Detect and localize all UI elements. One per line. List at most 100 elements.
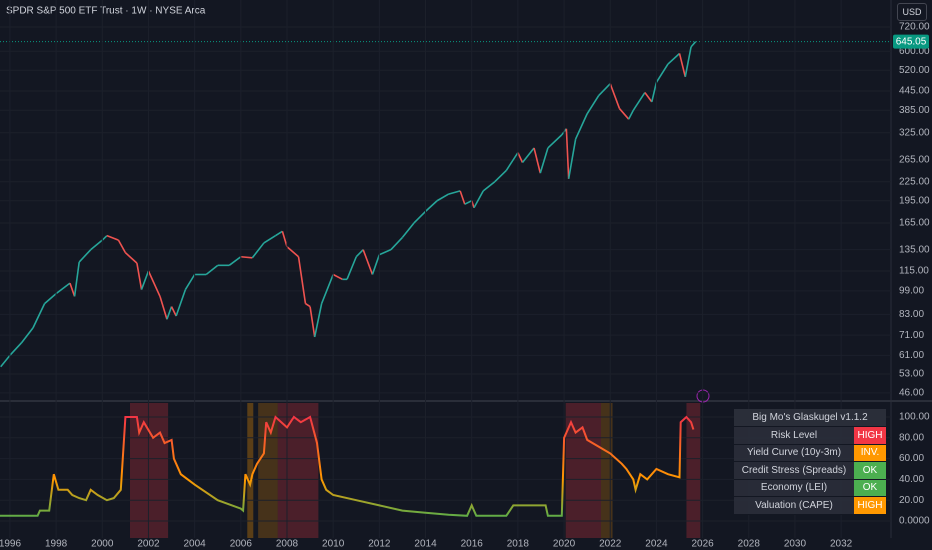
status-table: Big Mo's Glaskugel v1.1.2 Risk Level HIGH… (734, 409, 886, 515)
table-row: Yield Curve (10y-3m) INV. (734, 444, 886, 462)
y-tick-label: 20.00 (899, 495, 924, 506)
row-label: Economy (LEI) (760, 482, 828, 494)
price-segment (482, 181, 496, 192)
price-segment (494, 169, 507, 183)
price-segment (565, 128, 570, 179)
x-tick-label: 2028 (738, 539, 761, 550)
price-segment (436, 193, 450, 202)
zone (601, 403, 613, 538)
price-segment (101, 235, 108, 241)
price-segment (309, 306, 316, 338)
price-segment (286, 246, 300, 258)
y-tick-label: 83.00 (899, 309, 924, 320)
y-tick-label: 115.00 (899, 266, 929, 277)
price-segment (390, 236, 404, 251)
x-tick-label: 2018 (507, 539, 530, 550)
price-segment (627, 109, 635, 120)
x-tick-label: 2010 (322, 539, 345, 550)
indicator-line (0, 415, 695, 517)
x-tick-label: 2032 (830, 539, 853, 550)
y-tick-label: 53.00 (899, 369, 924, 380)
price-segment (644, 92, 653, 103)
y-tick-label: 100.00 (899, 412, 930, 423)
x-tick-label: 2014 (414, 539, 437, 550)
table-row: Economy (LEI) OK (734, 479, 886, 497)
row-status: INV. (854, 444, 886, 461)
price-segment (379, 248, 392, 256)
price-segment (313, 303, 323, 338)
zone (258, 403, 278, 538)
price-segment (117, 239, 127, 254)
row-label: Valuation (CAPE) (755, 499, 833, 511)
price-segment (517, 152, 524, 163)
price-segment (424, 200, 438, 212)
price-segment (539, 147, 549, 174)
y-tick-label: 720.00 (899, 22, 930, 33)
y-tick-label: 135.00 (899, 244, 930, 255)
table-row: Valuation (CAPE) HIGH (734, 497, 886, 515)
price-segment (147, 270, 161, 297)
y-tick-label: 385.00 (899, 105, 930, 116)
y-tick-label: 225.00 (899, 176, 930, 187)
price-segment (401, 222, 415, 238)
price-segment (521, 147, 535, 163)
y-tick-label: 60.00 (899, 453, 924, 464)
price-segment (567, 138, 577, 179)
price-segment (44, 293, 57, 305)
x-tick-label: 1998 (45, 539, 68, 550)
currency-button[interactable]: USD (897, 3, 927, 21)
last-price-box (893, 34, 929, 49)
row-status: HIGH (854, 497, 886, 514)
price-segment (32, 303, 46, 329)
price-segment (667, 52, 681, 65)
price-segment (651, 82, 658, 103)
price-segment (9, 342, 23, 356)
price-segment (690, 41, 697, 48)
table-row: Risk Level HIGH (734, 427, 886, 445)
price-segment (251, 242, 265, 259)
price-segment (20, 327, 34, 344)
price-segment (140, 270, 150, 290)
price-segment (205, 264, 219, 276)
x-tick-label: 2020 (553, 539, 576, 550)
y-tick-label: 325.00 (899, 127, 930, 138)
price-segment (448, 190, 461, 195)
y-tick-label: 165.00 (899, 218, 930, 229)
y-tick-label: 195.00 (899, 195, 930, 206)
price-segment (332, 273, 343, 281)
x-tick-label: 2022 (599, 539, 622, 550)
price-segment (184, 274, 196, 290)
price-segment (547, 134, 563, 149)
price-segment (170, 306, 177, 317)
x-tick-label: 2006 (230, 539, 253, 550)
row-label: Risk Level (770, 429, 818, 441)
price-segment (0, 354, 11, 368)
x-tick-label: 2000 (91, 539, 114, 550)
x-tick-label: 1996 (0, 539, 21, 550)
row-status: OK (854, 462, 886, 479)
y-tick-label: 46.00 (899, 388, 924, 399)
y-tick-label: 600.00 (899, 46, 930, 57)
price-segment (473, 190, 484, 209)
price-segment (320, 274, 334, 304)
price-segment (459, 190, 466, 205)
row-status: OK (854, 479, 886, 496)
y-tick-label: 99.00 (899, 286, 924, 297)
price-segment (618, 108, 630, 120)
row-label: Yield Curve (10y-3m) (746, 447, 842, 459)
price-segment (263, 234, 276, 244)
x-tick-label: 2008 (276, 539, 299, 550)
price-segment (632, 92, 646, 111)
x-tick-label: 2030 (784, 539, 807, 550)
y-tick-label: 71.00 (899, 330, 924, 341)
table-row: Credit Stress (Spreads) OK (734, 462, 886, 480)
x-tick-label: 2016 (461, 539, 484, 550)
price-segment (69, 282, 76, 297)
price-segment (505, 152, 519, 171)
x-tick-label: 2004 (184, 539, 207, 550)
zone (686, 403, 701, 538)
price-segment (228, 256, 242, 266)
price-segment (73, 261, 80, 297)
